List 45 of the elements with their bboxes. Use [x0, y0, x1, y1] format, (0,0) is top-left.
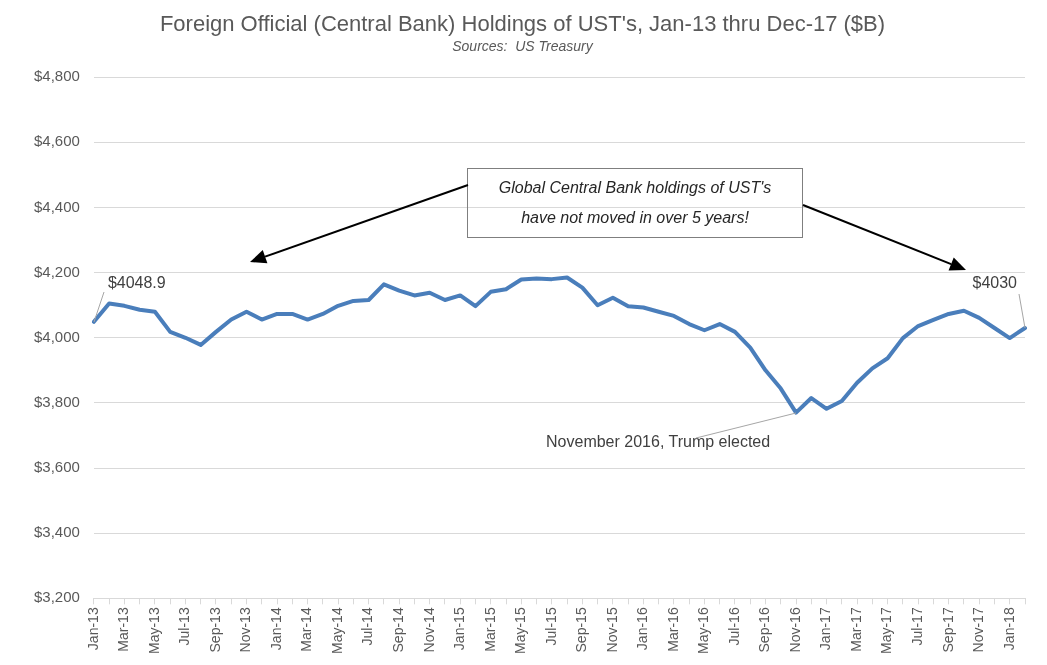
x-tick-label: Nov-15 — [603, 607, 620, 653]
x-tick-label: Jan-18 — [1000, 607, 1017, 651]
x-tick-label: Nov-17 — [970, 607, 987, 653]
x-tick-label: Jul-15 — [542, 607, 559, 646]
x-tick-label: Sep-15 — [573, 607, 590, 653]
annotation: $4030 — [972, 274, 1018, 292]
chart-subtitle: Sources: US Treasury — [452, 37, 594, 54]
x-tick-label: Jul-14 — [359, 607, 376, 646]
x-tick-label: Mar-15 — [481, 607, 498, 652]
x-tick-label: Jan-16 — [634, 607, 651, 651]
x-tick-label: Sep-16 — [756, 607, 773, 653]
y-tick-label: $4,200 — [33, 262, 80, 280]
x-tick-label: Jul-13 — [176, 607, 193, 646]
x-tick-label: Mar-13 — [115, 607, 132, 652]
x-tick-label: May-13 — [145, 607, 162, 654]
x-tick-label: Nov-14 — [420, 607, 437, 653]
x-tick-label: Nov-16 — [786, 607, 803, 653]
x-tick-label: Jan-13 — [84, 607, 101, 651]
x-tick-label: Mar-16 — [664, 607, 681, 652]
x-tick-label: Jan-17 — [817, 607, 834, 651]
y-tick-label: $3,800 — [33, 393, 80, 411]
y-tick-label: $4,600 — [33, 132, 80, 150]
x-tick-label: Jan-15 — [451, 607, 468, 651]
y-tick-label: $4,800 — [33, 67, 80, 85]
annotation: $4048.9 — [107, 274, 166, 292]
x-tick-label: May-14 — [328, 607, 345, 654]
annotation: November 2016, Trump elected — [546, 433, 771, 451]
x-tick-label: Jan-14 — [267, 607, 284, 651]
y-tick-label: $3,600 — [33, 458, 80, 476]
x-tick-label: Jul-16 — [725, 607, 742, 646]
y-tick-label: $4,000 — [33, 327, 80, 345]
y-tick-label: $4,400 — [33, 197, 80, 215]
x-tick-label: Jul-17 — [909, 607, 926, 646]
x-tick-label: May-17 — [878, 607, 895, 654]
x-tick-label: Sep-17 — [939, 607, 956, 653]
x-tick-label: Mar-17 — [847, 607, 864, 652]
x-tick-label: Sep-13 — [206, 607, 223, 653]
chart-title: Foreign Official (Central Bank) Holdings of UST's, Jan-13 thru Dec-17 ($B) — [159, 11, 886, 37]
x-tick-label: Mar-14 — [298, 607, 315, 652]
x-tick-label: Sep-14 — [390, 607, 407, 653]
x-tick-label: May-15 — [512, 607, 529, 654]
x-tick-label: May-16 — [695, 607, 712, 654]
y-tick-label: $3,200 — [33, 588, 80, 606]
y-tick-label: $3,400 — [33, 523, 80, 541]
x-tick-label: Nov-13 — [237, 607, 254, 653]
